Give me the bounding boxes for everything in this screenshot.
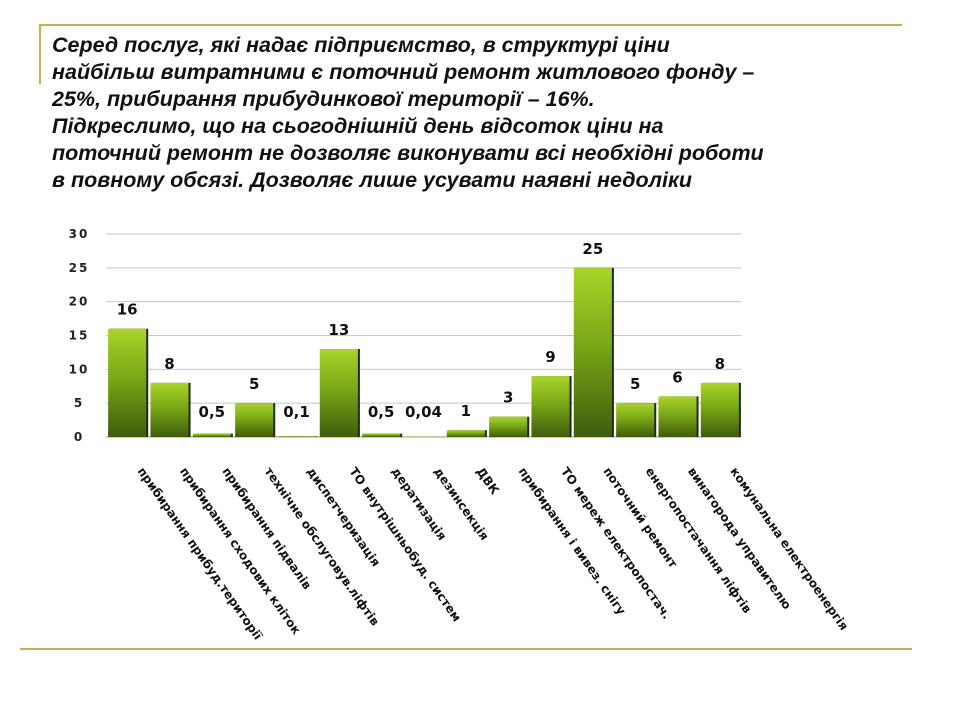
- data-label: 1: [461, 402, 471, 420]
- category-label: ДВК: [473, 465, 502, 497]
- y-tick-label: 15: [69, 329, 90, 343]
- data-label: 8: [164, 355, 174, 373]
- data-label: 0,04: [405, 403, 442, 421]
- category-label: диспетчеризація: [304, 465, 383, 569]
- bar: [616, 403, 655, 437]
- bar: [319, 349, 358, 437]
- y-tick-label: 0: [74, 430, 84, 444]
- y-tick-label: 30: [69, 227, 90, 241]
- bar: [150, 382, 189, 437]
- data-label: 13: [328, 321, 349, 339]
- data-label: 6: [672, 368, 682, 386]
- y-tick-label: 25: [69, 261, 90, 275]
- data-label: 5: [630, 375, 640, 393]
- data-label: 0,5: [199, 403, 226, 421]
- heading-line: поточний ремонт не дозволяє виконувати в…: [52, 141, 764, 165]
- heading-line: Підкреслимо, що на сьогоднішній день від…: [52, 114, 664, 138]
- data-label: 3: [503, 389, 513, 407]
- bar: [192, 433, 231, 437]
- data-label: 25: [582, 240, 603, 258]
- bar: [489, 416, 528, 437]
- top-rule: [40, 24, 902, 26]
- heading-line: в повному обсязі. Дозволяє лише усувати …: [52, 168, 693, 192]
- bar: [658, 396, 697, 437]
- data-label: 16: [117, 301, 138, 319]
- bar: [277, 436, 316, 437]
- slide-heading: Серед послуг, які надає підприємство, в …: [52, 32, 892, 194]
- bar: [108, 328, 147, 437]
- bar: [362, 433, 401, 437]
- bar: [573, 267, 612, 437]
- data-label: 9: [545, 348, 555, 366]
- bar: [531, 376, 570, 437]
- bars: [108, 267, 741, 437]
- y-tick-label: 20: [69, 295, 90, 309]
- category-label: поточний ремонт: [600, 465, 680, 571]
- y-tick-label: 5: [74, 396, 84, 410]
- data-label: 8: [715, 355, 725, 373]
- y-tick-label: 10: [69, 362, 90, 376]
- left-rule: [39, 24, 41, 84]
- heading-line: 25%, прибирання прибудинкової території …: [52, 87, 595, 111]
- heading-line: Серед послуг, які надає підприємство, в …: [52, 33, 670, 57]
- bottom-rule: [20, 648, 912, 650]
- bar: [446, 430, 485, 437]
- y-axis-ticks: 0 5 10 15 20 25 30: [69, 227, 90, 444]
- data-label: 0,5: [368, 403, 395, 421]
- bar: [235, 403, 274, 437]
- bar: [700, 382, 739, 437]
- data-label: 5: [249, 375, 259, 393]
- heading-line: найбільш витратними є поточний ремонт жи…: [52, 60, 755, 84]
- data-label: 0,1: [283, 403, 310, 421]
